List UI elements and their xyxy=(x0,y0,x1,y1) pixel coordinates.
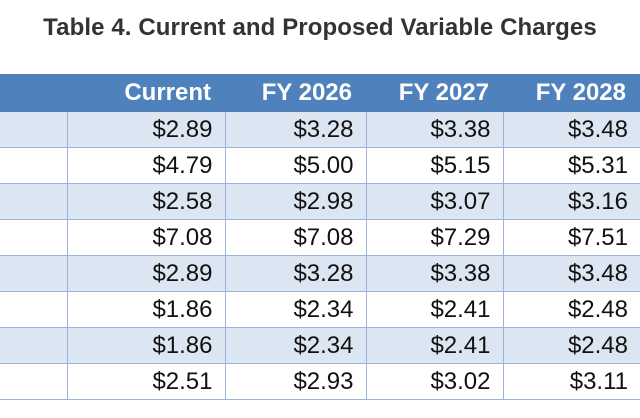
table-cell: $3.07 xyxy=(365,183,503,220)
table-cell: $7.08 xyxy=(224,219,366,256)
table-cell: $7.51 xyxy=(502,219,640,256)
variable-charges-table: Current FY 2026 FY 2027 FY 2028 $2.89 $3… xyxy=(0,74,640,400)
table-cell: $5.15 xyxy=(365,147,503,184)
table-row: $4.79 $5.00 $5.15 $5.31 xyxy=(0,147,640,184)
table-cell: $5.31 xyxy=(502,147,640,184)
table-cell: $2.98 xyxy=(224,183,366,220)
table-cell: $7.08 xyxy=(66,219,225,256)
table-cell: $2.41 xyxy=(365,327,503,364)
row-label-cell xyxy=(0,183,67,220)
header-cell-current: Current xyxy=(67,74,225,112)
table-cell: $2.51 xyxy=(66,363,225,400)
table-cell: $3.16 xyxy=(502,183,640,220)
table-cell: $5.00 xyxy=(224,147,366,184)
table-cell: $1.86 xyxy=(66,291,225,328)
header-cell-fy2028: FY 2028 xyxy=(503,74,640,112)
table-row: $7.08 $7.08 $7.29 $7.51 xyxy=(0,219,640,256)
table-cell: $3.28 xyxy=(224,112,366,148)
table-cell: $1.86 xyxy=(66,327,225,364)
table-cell: $2.34 xyxy=(224,327,366,364)
table-cell: $7.29 xyxy=(365,219,503,256)
row-label-cell xyxy=(0,112,67,148)
table-cell: $2.34 xyxy=(224,291,366,328)
table-cell: $2.89 xyxy=(66,112,225,148)
table-cell: $3.48 xyxy=(502,112,640,148)
table-row: $2.51 $2.93 $3.02 $3.11 xyxy=(0,363,640,400)
table-row: $2.58 $2.98 $3.07 $3.16 xyxy=(0,183,640,220)
table-cell: $3.48 xyxy=(502,255,640,292)
row-label-cell xyxy=(0,363,67,400)
header-cell-label xyxy=(0,74,67,112)
table-cell: $2.48 xyxy=(502,291,640,328)
row-label-cell xyxy=(0,219,67,256)
row-label-cell xyxy=(0,147,67,184)
table-cell: $2.58 xyxy=(66,183,225,220)
row-label-cell xyxy=(0,291,67,328)
table-title: Table 4. Current and Proposed Variable C… xyxy=(43,14,597,41)
header-cell-fy2026: FY 2026 xyxy=(225,74,366,112)
table-cell: $3.28 xyxy=(224,255,366,292)
table-cell: $2.89 xyxy=(66,255,225,292)
table-row: $2.89 $3.28 $3.38 $3.48 xyxy=(0,112,640,148)
table-cell: $3.38 xyxy=(365,255,503,292)
row-label-cell xyxy=(0,327,67,364)
table-row: $2.89 $3.28 $3.38 $3.48 xyxy=(0,255,640,292)
table-cell: $2.93 xyxy=(224,363,366,400)
table-row: $1.86 $2.34 $2.41 $2.48 xyxy=(0,291,640,328)
table-cell: $3.38 xyxy=(365,112,503,148)
table-cell: $2.41 xyxy=(365,291,503,328)
table-cell: $2.48 xyxy=(502,327,640,364)
table-cell: $4.79 xyxy=(66,147,225,184)
header-cell-fy2027: FY 2027 xyxy=(366,74,503,112)
table-header-row: Current FY 2026 FY 2027 FY 2028 xyxy=(0,74,640,112)
row-label-cell xyxy=(0,255,67,292)
table-row: $1.86 $2.34 $2.41 $2.48 xyxy=(0,327,640,364)
table-cell: $3.11 xyxy=(502,363,640,400)
table-cell: $3.02 xyxy=(365,363,503,400)
